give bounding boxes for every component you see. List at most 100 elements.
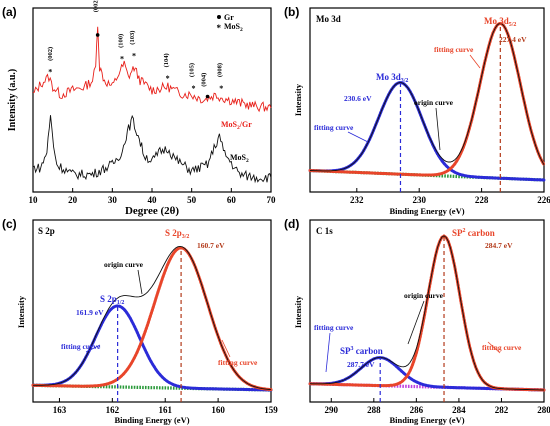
peak-label: (002) xyxy=(93,0,100,12)
peak-label: (100) xyxy=(117,34,124,48)
peak-label: (104) xyxy=(163,53,170,67)
mos2-peak-marker: * xyxy=(120,55,124,64)
mos2-peak-marker: * xyxy=(191,84,195,93)
panel-c-fit-left-arrow xyxy=(85,344,101,353)
x-tick-label: 163 xyxy=(53,405,67,415)
panel-b-fit-right-arrow xyxy=(469,54,481,69)
panel-d-tag: (d) xyxy=(284,217,299,231)
x-tick-label: 228 xyxy=(475,195,489,205)
panel-c-peak2-name: S 2p3/2 xyxy=(165,228,189,240)
panel-c-fit-right: fitting curve xyxy=(218,358,258,367)
x-tick-label: 20 xyxy=(68,195,78,205)
panel-b-tag: (b) xyxy=(284,5,299,19)
x-tick-label: 230 xyxy=(412,195,426,205)
mos2-peak-marker: * xyxy=(48,68,52,77)
panel-c-origin-arrow xyxy=(137,269,143,295)
series-label-mos2gr: MoS2/Gr xyxy=(221,120,252,131)
x-tick-label: 160 xyxy=(211,405,225,415)
origin-curve xyxy=(33,245,272,391)
panel-c-xlabel: Binding Energy (eV) xyxy=(114,415,189,425)
panel-a-ylabel: Intensity (a.u.) xyxy=(7,69,18,132)
panel-a-legend: Gr * MoS2 xyxy=(217,13,244,33)
panel-a-xlabel: Degree (2θ) xyxy=(125,205,179,217)
series-line-mos2-gr xyxy=(32,26,272,113)
panel-d-peak2-name: SP2 carbon xyxy=(452,228,495,238)
legend-gr-marker xyxy=(217,15,221,19)
peak-label: (105) xyxy=(189,63,196,77)
x-tick-label: 226 xyxy=(537,195,550,205)
panel-d-fit-right: fitting curve xyxy=(482,343,522,352)
peak-label: (008) xyxy=(216,63,223,77)
panel-b: (b) Mo 3d Intensity Binding Energy (eV) … xyxy=(284,5,550,216)
panel-b-origin-arrow xyxy=(435,107,441,151)
legend-mos2-marker: * xyxy=(217,23,222,33)
peak-label: (103) xyxy=(129,31,136,45)
panel-a-peak-labels: (002) (002) (100) (103) (104) (105) (004) (008)… xyxy=(47,0,223,99)
panel-a: (a) Intensity (a.u.) Degree (2θ) 10 20 30 4… xyxy=(2,0,276,217)
origin-curve xyxy=(309,23,545,172)
x-tick-label: 162 xyxy=(106,405,120,415)
panel-a-tag: (a) xyxy=(2,5,17,19)
panel-d-element: C 1s xyxy=(316,226,333,236)
panel-c-tag: (c) xyxy=(2,217,17,231)
series-line-mos2 xyxy=(32,114,272,184)
panel-c-peak1-name: S 2p1/2 xyxy=(100,294,124,306)
panel-c-ylabel: Intensity xyxy=(16,295,26,328)
mos2-peak-marker: * xyxy=(219,84,223,93)
panel-b-peak1-ev: 230.6 eV xyxy=(344,94,372,103)
x-tick-label: 159 xyxy=(264,405,278,415)
panel-d-x-ticks: 290 288 286 284 282 280 xyxy=(325,398,550,415)
series-label-mos2: MoS2 xyxy=(230,153,249,164)
x-tick-label: 70 xyxy=(267,195,277,205)
panel-b-xlabel: Binding Energy (eV) xyxy=(389,206,464,216)
x-tick-label: 280 xyxy=(537,405,550,415)
panel-b-ylabel: Intensity xyxy=(293,83,303,116)
panel-c: (c) S 2p Intensity Binding Energy (eV) 1… xyxy=(2,217,278,425)
legend-gr-label: Gr xyxy=(224,13,234,22)
panel-d: (d) C 1s Intensity Binding Energy (eV) 2… xyxy=(284,217,550,425)
panel-b-peak1-name: Mo 3d3/2 xyxy=(376,72,408,84)
x-tick-label: 232 xyxy=(350,195,364,205)
panel-b-curves xyxy=(308,21,546,192)
panel-b-fit-left-arrow xyxy=(347,131,369,143)
panel-d-peak1-name: SP3 carbon xyxy=(340,346,383,356)
peak-label: (004) xyxy=(201,73,208,87)
origin-curve xyxy=(309,235,545,391)
legend-mos2-label: MoS2 xyxy=(224,22,243,33)
x-tick-label: 50 xyxy=(187,195,197,205)
panel-d-fit-left-arrow xyxy=(325,332,331,373)
panel-c-fit-left: fitting curve xyxy=(61,342,101,351)
panel-b-x-ticks: 232 230 228 226 xyxy=(350,188,550,205)
panel-d-xlabel: Binding Energy (eV) xyxy=(389,415,464,425)
panel-d-curves xyxy=(308,234,546,402)
mos2-peak-marker: * xyxy=(132,51,136,60)
panel-b-fit-right: fitting curve xyxy=(434,45,474,54)
panel-c-x-ticks: 163 162 161 160 159 xyxy=(53,398,278,415)
panel-b-peak2-name: Mo 3d5/2 xyxy=(484,16,516,28)
panel-c-fit-right-arrow xyxy=(221,339,231,358)
x-tick-label: 10 xyxy=(29,195,39,205)
panel-b-origin: origin curve xyxy=(414,98,454,107)
x-tick-label: 161 xyxy=(158,405,172,415)
x-tick-label: 30 xyxy=(108,195,118,205)
panel-d-origin: origin curve xyxy=(404,291,444,300)
x-tick-label: 282 xyxy=(495,405,509,415)
panel-c-peak2-ev: 160.7 eV xyxy=(197,241,225,250)
panel-b-peak2-ev: 227.4 eV xyxy=(499,35,527,44)
panel-b-frame xyxy=(309,7,545,193)
panel-a-series xyxy=(32,26,272,184)
x-tick-label: 284 xyxy=(452,405,466,415)
x-tick-label: 40 xyxy=(148,195,158,205)
panel-d-peak1-ev: 287.7 eV xyxy=(347,360,375,369)
panel-d-fit-right-arrow xyxy=(487,341,501,354)
x-tick-label: 60 xyxy=(227,195,237,205)
panel-d-ylabel: Intensity xyxy=(293,295,303,328)
mos2-peak-marker: * xyxy=(166,74,170,83)
gr-peak-marker xyxy=(205,94,210,99)
panel-c-origin: origin curve xyxy=(104,260,144,269)
x-tick-label: 286 xyxy=(410,405,424,415)
fitting-curve-2 xyxy=(31,246,273,392)
gr-peak-marker xyxy=(95,33,100,37)
panel-c-element: S 2p xyxy=(38,226,55,236)
